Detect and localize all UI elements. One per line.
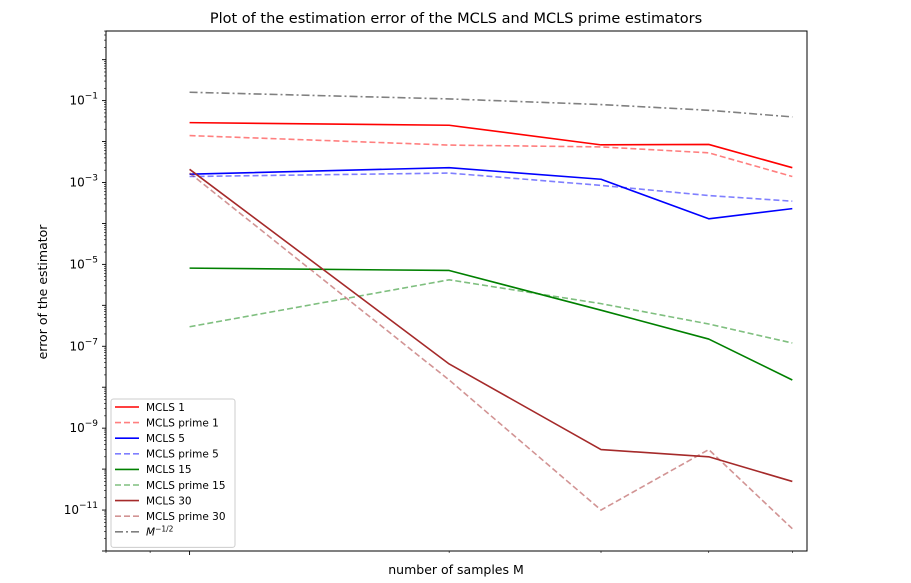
legend-label: MCLS prime 30: [146, 511, 226, 523]
legend-label: MCLS prime 15: [146, 480, 226, 492]
series-line-mcls-15: [189, 267, 793, 381]
legend-label: MCLS 5: [146, 433, 185, 445]
legend-label: MCLS 15: [146, 464, 192, 476]
series-line-mcls-prime-1: [189, 134, 793, 178]
series-line-m-1-2: [189, 91, 793, 118]
legend-label: MCLS prime 5: [146, 449, 219, 461]
chart-title: Plot of the estimation error of the MCLS…: [210, 11, 702, 27]
legend-label: M−1/2: [146, 525, 174, 539]
legend-label: MCLS 30: [146, 495, 192, 507]
legend-label: MCLS 1: [146, 402, 185, 414]
series-layer: [189, 91, 793, 530]
legend-box: [110, 398, 236, 548]
series-line-mcls-5: [189, 166, 793, 220]
series-line-mcls-prime-30: [189, 172, 793, 530]
series-line-mcls-30: [189, 168, 793, 483]
series-line-mcls-1: [189, 121, 793, 169]
legend-label: MCLS prime 1: [146, 417, 219, 429]
y-axis-label: error of the estimator: [35, 224, 50, 360]
series-line-mcls-prime-5: [189, 172, 793, 202]
legend: MCLS 1 MCLS prime 1 MCLS 5 MCLS prime 5 MCLS…: [110, 398, 236, 548]
x-axis-label: number of samples M: [388, 562, 524, 577]
x-axis: [105, 551, 793, 555]
series-line-mcls-prime-15: [189, 279, 793, 344]
